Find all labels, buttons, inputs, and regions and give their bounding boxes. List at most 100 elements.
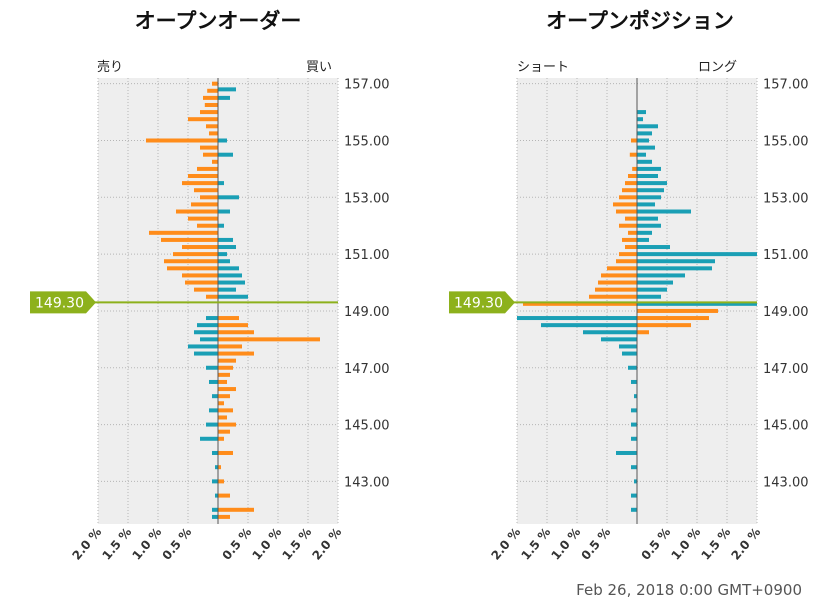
bar-positions [631, 138, 637, 143]
bar-positions [601, 337, 637, 342]
bar-orders [212, 450, 218, 455]
bar-positions [637, 223, 661, 228]
bar-positions [607, 266, 637, 271]
bar-positions [637, 266, 712, 271]
current-price-flag [30, 291, 96, 314]
bar-positions [637, 124, 658, 129]
bar-positions [637, 209, 691, 214]
bar-positions [631, 465, 637, 470]
bar-positions [637, 188, 664, 193]
bar-positions [637, 145, 655, 150]
chart-title-open-orders: オープンオーダー [134, 9, 302, 33]
bar-orders [218, 245, 236, 250]
y-tick-label: 153.00 [344, 191, 390, 206]
bar-orders [209, 379, 218, 384]
x-tick-label: 1.5 % [99, 525, 134, 563]
bar-orders [200, 110, 218, 115]
y-tick-label: 145.00 [763, 419, 809, 434]
x-tick-label: 2.0 % [69, 525, 104, 563]
bar-orders [212, 159, 218, 164]
x-tick-label: 2.0 % [728, 525, 763, 563]
y-tick-label: 145.00 [344, 419, 390, 434]
bar-positions [637, 181, 667, 186]
bar-orders [194, 330, 218, 335]
bar-positions [616, 450, 637, 455]
bar-orders [218, 493, 230, 498]
x-tick-label: 1.0 % [548, 525, 583, 563]
bar-orders [206, 294, 218, 299]
bar-orders [197, 223, 218, 228]
bar-positions [632, 166, 637, 171]
y-tick-label: 143.00 [344, 475, 390, 490]
bar-orders [206, 124, 218, 129]
bar-positions [598, 280, 637, 285]
x-tick-label: 1.0 % [249, 525, 284, 563]
bar-positions [625, 181, 637, 186]
bar-orders [200, 195, 218, 200]
bar-positions [637, 195, 661, 200]
bar-orders [212, 479, 218, 484]
bar-orders [218, 280, 245, 285]
y-tick-label: 151.00 [763, 248, 809, 263]
y-tick-label: 147.00 [344, 362, 390, 377]
bar-orders [206, 422, 218, 427]
bar-positions [631, 493, 637, 498]
bar-positions [541, 323, 637, 328]
bar-orders [218, 415, 227, 420]
bar-positions [634, 479, 637, 484]
current-price-label: 149.30 [454, 295, 503, 311]
bar-positions [637, 252, 757, 257]
bar-orders [204, 102, 218, 107]
bar-orders [218, 429, 230, 434]
bar-orders [215, 493, 218, 498]
bar-orders [218, 450, 233, 455]
bar-orders [197, 323, 218, 328]
bar-positions [616, 259, 637, 264]
bar-orders [218, 195, 239, 200]
bar-positions [628, 365, 637, 370]
bar-orders [218, 379, 227, 384]
bar-positions [622, 188, 637, 193]
bar-positions [637, 159, 652, 164]
chart-title-open-positions: オープンポジション [546, 9, 734, 33]
bar-orders [212, 507, 218, 512]
bar-orders [200, 337, 218, 342]
bar-positions [637, 230, 652, 235]
bar-positions [622, 237, 637, 242]
bar-positions [625, 245, 637, 250]
bar-positions [622, 351, 637, 356]
left-label-sell: 売り [97, 60, 124, 75]
bar-orders [218, 351, 254, 356]
bar-positions [637, 110, 646, 115]
bar-orders [209, 408, 218, 413]
bar-orders [218, 323, 248, 328]
bar-positions [637, 273, 685, 278]
bar-positions [583, 330, 637, 335]
bar-orders [200, 436, 218, 441]
bar-positions [637, 152, 646, 157]
bar-orders [218, 465, 221, 470]
bar-orders [218, 95, 230, 100]
bar-orders [215, 465, 218, 470]
bar-positions [634, 394, 637, 399]
y-tick-label: 149.00 [763, 305, 809, 320]
bar-orders [218, 316, 239, 321]
bar-positions [523, 301, 637, 306]
bar-orders [182, 181, 218, 186]
bar-orders [218, 287, 236, 292]
bar-orders [146, 138, 218, 143]
x-tick-label: 1.0 % [668, 525, 703, 563]
bar-orders [149, 230, 218, 235]
bar-orders [218, 514, 230, 519]
bar-positions [637, 259, 715, 264]
x-tick-label: 2.0 % [488, 525, 523, 563]
y-tick-label: 157.00 [344, 78, 390, 93]
x-tick-label: 1.5 % [698, 525, 733, 563]
y-tick-label: 155.00 [763, 134, 809, 149]
bar-orders [176, 209, 218, 214]
bar-orders [218, 436, 224, 441]
bar-positions [631, 379, 637, 384]
bar-positions [637, 216, 658, 221]
bar-orders [218, 344, 242, 349]
